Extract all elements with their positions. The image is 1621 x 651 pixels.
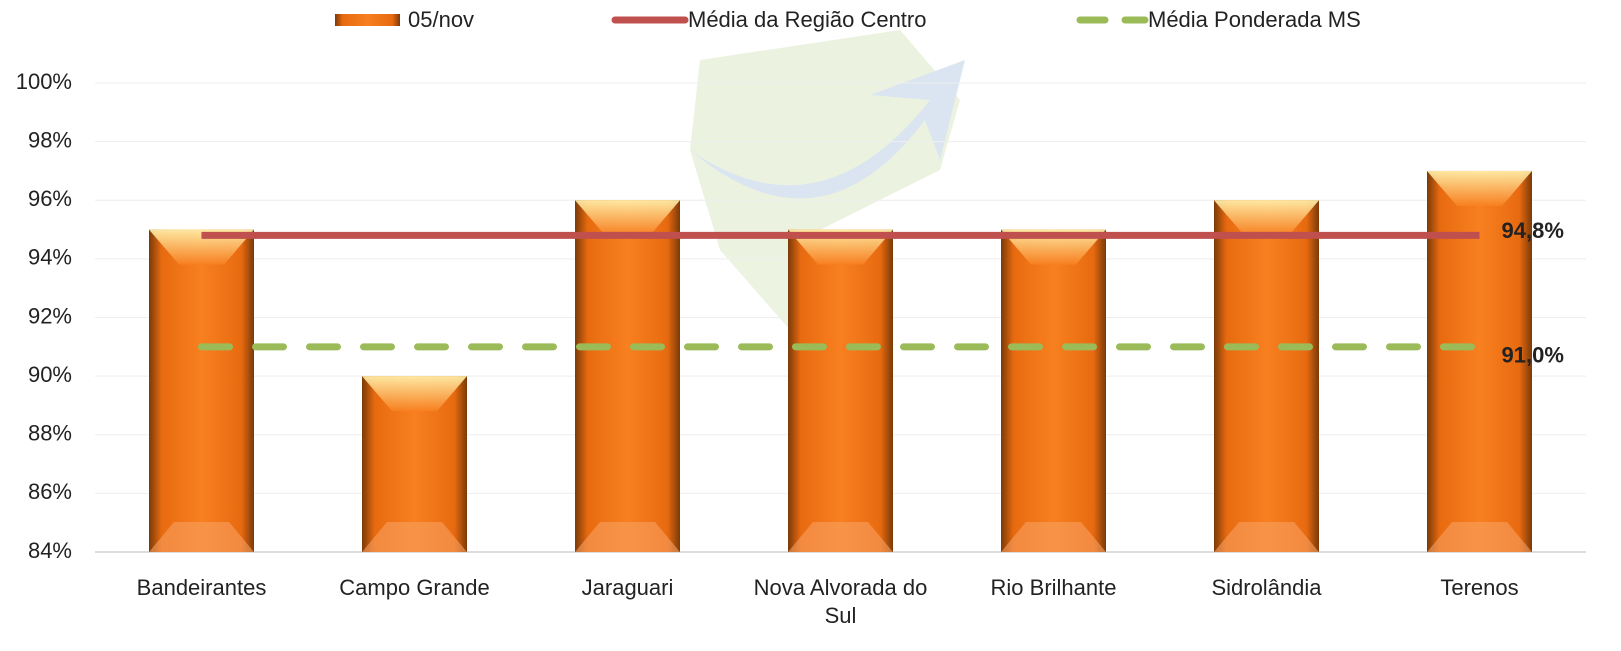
bar	[149, 229, 254, 552]
bar-bevel	[788, 522, 893, 552]
bar-bevel	[149, 522, 254, 552]
y-tick-label: 100%	[16, 69, 72, 94]
y-tick-label: 94%	[28, 245, 72, 270]
bar-bevel	[362, 376, 467, 412]
bar-bevel	[1001, 522, 1106, 552]
y-tick-label: 90%	[28, 362, 72, 387]
watermark	[690, 30, 965, 330]
y-tick-label: 88%	[28, 421, 72, 446]
x-tick-label: Bandeirantes	[136, 575, 267, 600]
x-tick-label: Sidrolândia	[1211, 575, 1322, 600]
legend-label: 05/nov	[408, 7, 474, 32]
y-tick-label: 86%	[28, 479, 72, 504]
bar	[1214, 200, 1319, 552]
bar-bevel	[1214, 200, 1319, 236]
x-tick-label: Jaraguari	[581, 575, 674, 600]
data-label: 94,8%	[1502, 218, 1564, 243]
bar	[1001, 229, 1106, 552]
bar-bevel	[575, 200, 680, 236]
bar-bevel	[1214, 522, 1319, 552]
x-tick-label: Nova Alvorada do Sul	[753, 575, 928, 628]
x-tick-label: Rio Brilhante	[990, 575, 1117, 600]
y-tick-label: 98%	[28, 127, 72, 152]
data-label: 91,0%	[1502, 343, 1564, 368]
legend-label: Média da Região Centro	[688, 7, 926, 32]
bar-bevel	[1427, 522, 1532, 552]
y-tick-label: 92%	[28, 303, 72, 328]
bar-bevel	[575, 522, 680, 552]
legend-label: Média Ponderada MS	[1148, 7, 1361, 32]
y-tick-label: 96%	[28, 186, 72, 211]
bar	[575, 200, 680, 552]
bar-bevel	[362, 522, 467, 552]
bar-bevel	[1427, 170, 1532, 206]
bar	[788, 229, 893, 552]
x-tick-label: Terenos	[1440, 575, 1519, 600]
legend-swatch	[335, 14, 400, 26]
x-tick-label: Campo Grande	[339, 575, 490, 600]
y-tick-label: 84%	[28, 538, 72, 563]
